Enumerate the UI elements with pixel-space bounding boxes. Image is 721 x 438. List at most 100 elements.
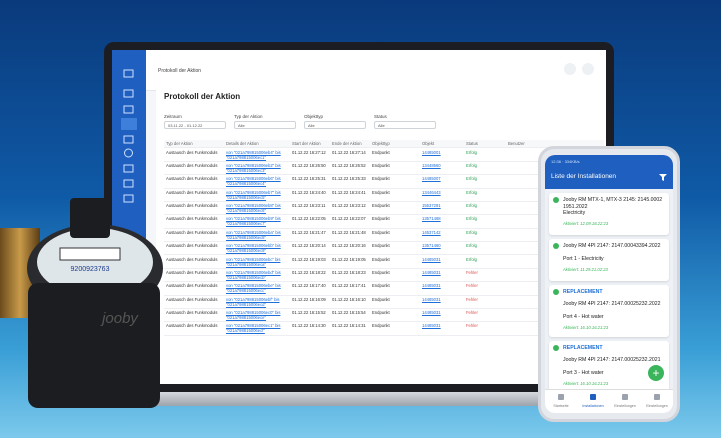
table-cell: 01.12.22 16:14:30 [290,321,330,336]
icon-active[interactable] [121,118,137,130]
table-cell[interactable]: von "021a798815006eba" bis "021a79881500… [224,228,290,243]
table-cell: Fehler [464,281,506,296]
add-button[interactable]: + [648,365,664,381]
icon[interactable] [124,148,133,158]
table-cell: 01.12.22 16:15:52 [290,308,330,323]
table-cell: 01.12.22 16:18:22 [290,268,330,283]
table-cell: 01.12.22 16:20:14 [290,241,330,256]
table-cell: Erfolg [464,174,506,189]
table-cell[interactable]: von "021a798815006ebd" bis "021a79881500… [224,268,290,283]
table-cell: 01.12.22 16:16:09 [290,295,330,309]
column-header: Objekttyp [370,140,420,149]
nav-label: Einstellungen [646,404,668,408]
filter-icon[interactable] [659,173,667,181]
device-name: Jooby RM MTX-1, MTX-3 2145: 2145.0002 19… [563,197,663,210]
installation-card[interactable]: Jooby RM MTX-1, MTX-3 2145: 2145.0002 19… [549,193,669,235]
icon[interactable] [123,179,134,188]
table-cell[interactable]: 14485031 [420,321,464,336]
table-cell: 01.12.22 16:24:40 [290,188,330,202]
table-cell: Fehler [464,268,506,283]
table-cell[interactable]: von "021a798815006eb9" bis "021a79881500… [224,214,290,229]
meter-clip [70,198,110,238]
filter-select[interactable]: Alle [304,121,366,129]
table-cell[interactable]: 14485031 [420,281,464,296]
notification-button[interactable] [564,63,576,75]
app-title: Liste der Installationen [551,173,617,180]
nav-item[interactable]: Installationen [577,390,609,413]
laptop-screen: Protokoll der Aktion Protokoll der Aktio… [112,50,606,384]
table-cell: Erfolg [464,147,506,162]
installation-card[interactable]: REPLACEMENT Jooby RM 4PI 2147: 2147.00025… [549,285,669,337]
table-cell: 01.12.22 16:20:16 [330,241,370,256]
table-cell[interactable]: 13571468 [420,214,464,229]
table-cell: Erfolg [464,254,506,269]
nav-item[interactable]: Einstellungen [641,390,673,413]
table-cell[interactable]: von "021a798815006eb7" bis "021a79881500… [224,188,290,202]
table-cell[interactable]: 13448560 [420,161,464,176]
column-header: Ende der Aktion [330,140,370,149]
icon[interactable] [123,69,134,78]
table-cell: Endpunkt [370,201,420,216]
table-cell[interactable]: von "021a798815006ec1" bis "021a79881500… [224,321,290,336]
table-cell: Fehler [464,321,506,336]
table-header: Typ der Aktion Details der Aktion Start de… [164,140,604,149]
profile-button[interactable] [582,63,594,75]
table-cell: Austausch des Funkmoduls [164,254,224,269]
table-cell[interactable]: 14485031 [420,268,464,283]
table-cell[interactable]: 13571460 [420,241,464,256]
table-cell: 01.12.22 16:16:10 [330,295,370,309]
table-cell[interactable]: von "021a798815006eb6" bis "021a79881500… [224,174,290,189]
icon[interactable] [123,89,134,98]
table-cell[interactable]: von "021a798815006ec0" bis "021a79881500… [224,308,290,323]
table-cell: Erfolg [464,214,506,229]
table-cell[interactable]: 15537291 [420,201,464,216]
filter-select[interactable]: Alle [234,121,296,129]
table-cell: Austausch des Funkmoduls [164,308,224,323]
filter-label: Objekttyp [304,114,324,119]
filter-select[interactable]: Alle [374,121,436,129]
nav-item[interactable]: Einstellungen [609,390,641,413]
table-cell[interactable]: 14485031 [420,254,464,269]
breadcrumb: Protokoll der Aktion [158,68,202,74]
icon[interactable] [123,194,134,203]
filter-label: Zeitraum [164,114,182,119]
nav-item[interactable]: Startseite [545,390,577,413]
meter-module [28,283,160,408]
table-cell[interactable]: 14485031 [420,295,464,309]
installation-card[interactable]: Jooby RM 4PI 2147: 2147.00043394.2022 Por… [549,239,669,281]
table-row: Austausch des Funkmoduls von "021a7988150… [164,161,604,176]
table-cell[interactable]: von "021a798815006eb2" bis "021a79881500… [224,161,290,176]
nav-icon [654,394,660,400]
bottom-nav: Startseite Installationen Einstellungen Ein… [545,389,673,413]
table-row: Austausch des Funkmoduls von "021a7988150… [164,281,604,296]
table-cell[interactable]: von "021a798815006eb4" bis "021a79881500… [224,147,290,162]
nav-label: Startseite [553,404,569,408]
table-cell: Endpunkt [370,188,420,202]
table-cell: 01.12.22 16:25:33 [330,174,370,189]
table-cell[interactable]: 14485031 [420,308,464,323]
icon[interactable] [123,105,134,114]
icon[interactable] [123,164,134,173]
sidebar-icons [121,69,137,203]
table-cell: Endpunkt [370,228,420,243]
check-icon [553,243,559,249]
table-cell[interactable]: 14485001 [420,147,464,162]
table-cell[interactable]: von "021a798815006eb8" bis "021a79881500… [224,201,290,216]
table-cell[interactable]: 14485007 [420,174,464,189]
table-cell: Austausch des Funkmoduls [164,241,224,256]
filter-select[interactable]: 03.11.22 - 01.12.22 [164,121,226,129]
table-cell: 01.12.22 16:26:52 [330,161,370,176]
device-detail: Electricity [563,210,586,216]
table-cell[interactable]: von "021a798815006ebb" bis "021a79881500… [224,241,290,256]
table-cell: 01.12.22 16:26:50 [290,161,330,176]
table-cell[interactable]: von "021a798815006ebf" bis "021a79881500… [224,295,290,309]
meter-counter [59,247,121,261]
table-cell[interactable]: 13446443 [420,188,464,202]
filter-label: Status [374,114,387,119]
icon[interactable] [123,135,134,144]
table-cell[interactable]: von "021a798815006ebc" bis "021a79881500… [224,254,290,269]
column-header: Status [464,140,506,149]
table-cell[interactable]: 14537142 [420,228,464,243]
table-cell[interactable]: von "021a798815006ebe" bis "021a79881500… [224,281,290,296]
